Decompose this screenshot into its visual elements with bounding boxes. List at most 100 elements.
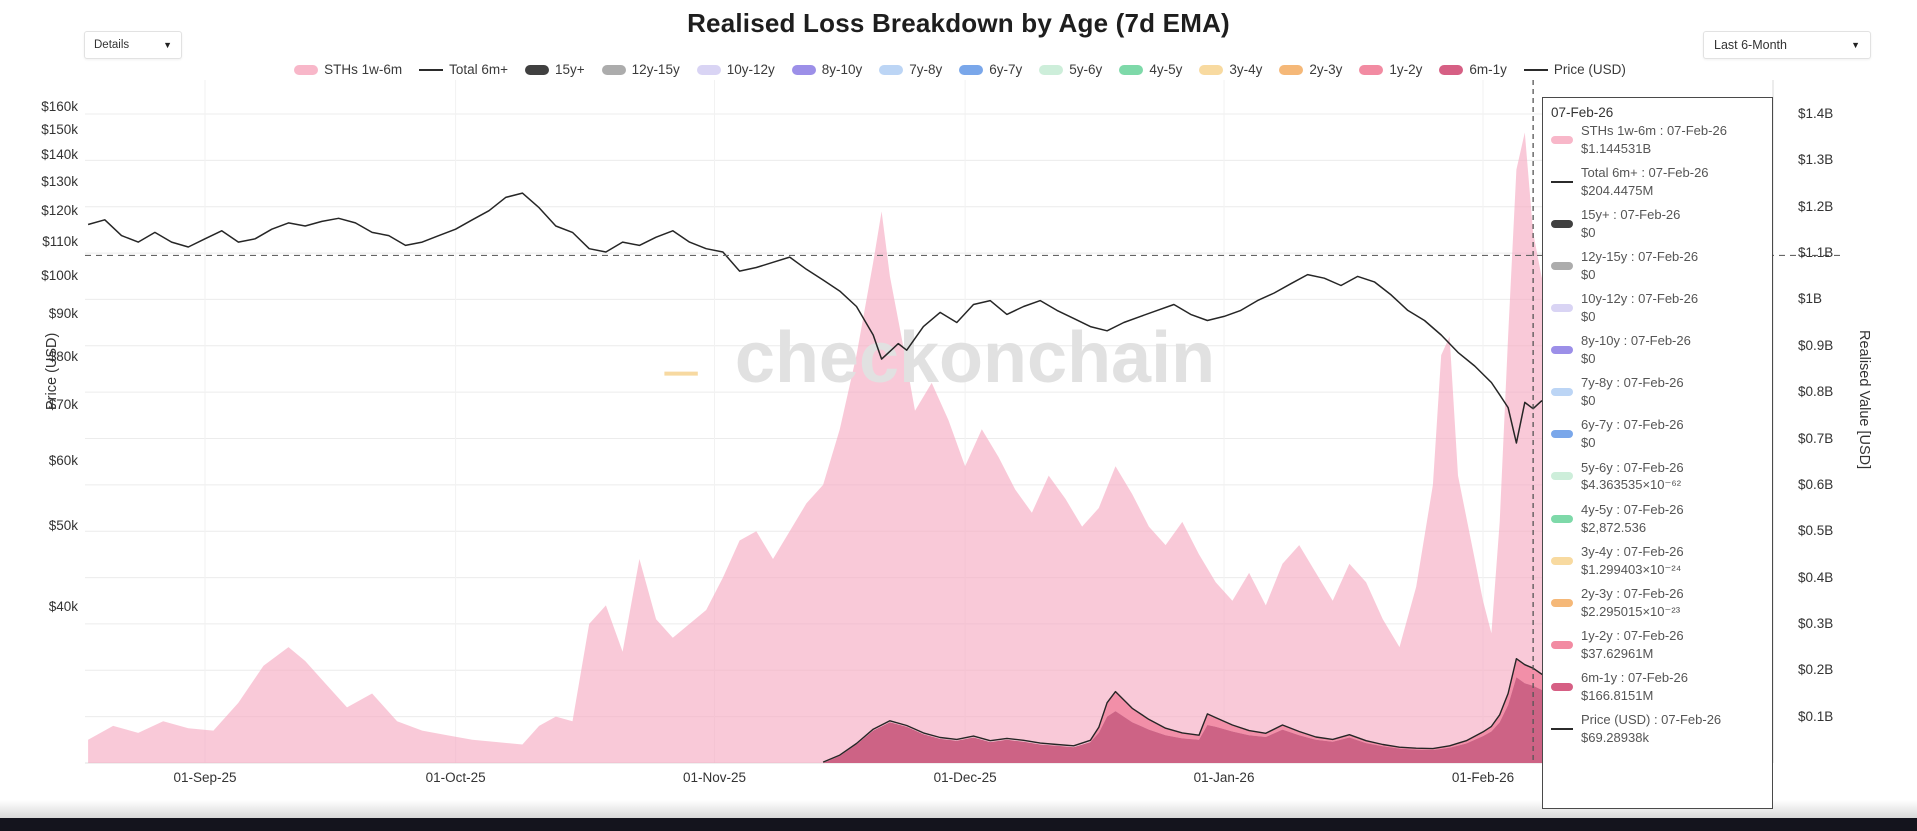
legend-item[interactable]: 5y-6y [1039,62,1102,77]
legend-item[interactable]: 2y-3y [1279,62,1342,77]
tooltip-swatch-icon [1551,346,1573,355]
legend-swatch-icon [1199,64,1224,75]
chevron-down-icon: ▼ [1851,40,1860,50]
tooltip-entry-label: 2y-3y : 07-Feb-26 [1581,585,1684,601]
tooltip-entry-label: 6m-1y : 07-Feb-26 [1581,669,1688,685]
tooltip-swatch-icon [1551,220,1573,229]
legend-item[interactable]: 1y-2y [1359,62,1422,77]
line-total-6m [822,658,1551,763]
line-price-usd [87,192,1551,444]
window-bottom-bar [0,818,1917,831]
tooltip-swatch-icon [1551,472,1573,481]
details-dropdown[interactable]: Details ▼ [84,31,182,59]
tooltip-entry: Total 6m+ : 07-Feb-26 $204.4475M [1551,164,1764,200]
legend-item[interactable]: 10y-12y [696,62,775,77]
tooltip-entry-value: $37.62961M [1581,645,1654,661]
tooltip-entry-value: $0 [1581,393,1596,409]
tooltip-entry-label: 7y-8y : 07-Feb-26 [1581,375,1684,391]
tooltip-entry-value: $0 [1581,309,1596,325]
tooltip-entry: 15y+ : 07-Feb-26 $0 [1551,206,1764,242]
legend-item[interactable]: 6m-1y [1439,62,1507,77]
legend-item-label: 6m-1y [1469,62,1507,77]
legend-swatch-icon [601,64,626,75]
tooltip-entries: STHs 1w-6m : 07-Feb-26 $1.144531B Total … [1551,122,1764,747]
tooltip-entry-value: $0 [1581,267,1596,283]
tooltip-entry: 6y-7y : 07-Feb-26 $0 [1551,416,1764,452]
hover-tooltip: 07-Feb-26 STHs 1w-6m : 07-Feb-26 $1.1445… [1542,97,1773,809]
tooltip-entry: 7y-8y : 07-Feb-26 $0 [1551,374,1764,410]
tooltip-entry-value: $1.144531B [1581,140,1652,156]
legend-item-label: Price (USD) [1553,62,1626,77]
legend-item-label: 3y-4y [1229,62,1263,77]
legend-item[interactable]: Price (USD) [1523,62,1626,77]
tooltip-entry-value: $4.363535×10⁻⁶² [1581,477,1682,493]
legend-item-label: Total 6m+ [449,62,509,77]
legend-item-label: STHs 1w-6m [324,62,403,77]
tooltip-entry-label: 12y-15y : 07-Feb-26 [1581,249,1699,265]
tooltip-entry-label: 4y-5y : 07-Feb-26 [1581,501,1684,517]
legend-item-label: 4y-5y [1149,62,1183,77]
tooltip-entry-value: $0 [1581,435,1596,451]
legend-item[interactable]: 12y-15y [601,62,680,77]
tooltip-entry-label: 1y-2y : 07-Feb-26 [1581,627,1684,643]
tooltip-entry-label: 3y-4y : 07-Feb-26 [1581,543,1684,559]
area-1y-2y [1090,658,1550,750]
checkonchain-watermark: checkonchain [735,318,1215,398]
legend-item[interactable]: 3y-4y [1199,62,1262,77]
legend-item[interactable]: 4y-5y [1119,62,1182,77]
tooltip-entry-label: 8y-10y : 07-Feb-26 [1581,333,1691,349]
period-dropdown[interactable]: Last 6-Month ▼ [1703,31,1871,59]
legend-item[interactable]: STHs 1w-6m [294,62,402,77]
tooltip-swatch-icon [1551,304,1573,313]
legend-item[interactable]: 6y-7y [959,62,1022,77]
legend-item-label: 2y-3y [1309,62,1343,77]
period-dropdown-label: Last 6-Month [1714,38,1787,52]
tooltip-swatch-icon [1551,598,1573,607]
legend-item[interactable]: 7y-8y [879,62,942,77]
legend-swatch-icon [419,68,444,71]
tooltip-entry: 1y-2y : 07-Feb-26 $37.62961M [1551,627,1764,663]
tooltip-entry-label: Price (USD) : 07-Feb-26 [1581,711,1722,727]
page-bottom-shadow [0,800,1917,818]
tooltip-entry-label: 6y-7y : 07-Feb-26 [1581,417,1684,433]
tooltip-entry-label: 15y+ : 07-Feb-26 [1581,207,1681,223]
tooltip-entry: 6m-1y : 07-Feb-26 $166.8151M [1551,669,1764,705]
left-axis-title: Price (USD) [44,332,60,410]
chevron-down-icon: ▼ [163,40,172,50]
legend-item[interactable]: 8y-10y [791,62,863,77]
tooltip-entry-value: $2,872.536 [1581,519,1647,535]
legend-item-label: 8y-10y [821,62,863,77]
tooltip-swatch-icon [1551,388,1573,397]
legend-item[interactable]: 15y+ [525,62,585,77]
tooltip-entry-label: STHs 1w-6m : 07-Feb-26 [1581,123,1727,138]
tooltip-swatch-icon [1551,556,1573,565]
legend-item-label: 6y-7y [989,62,1023,77]
legend-swatch-icon [1523,68,1548,71]
legend-swatch-icon [1359,64,1384,75]
legend-item-label: 12y-15y [631,62,680,77]
tooltip-entry: 4y-5y : 07-Feb-26 $2,872.536 [1551,501,1764,537]
tooltip-entry: Price (USD) : 07-Feb-26 $69.28938k [1551,711,1764,747]
tooltip-entry: 8y-10y : 07-Feb-26 $0 [1551,332,1764,368]
tooltip-entry-label: Total 6m+ : 07-Feb-26 [1581,165,1709,181]
tooltip-entry: 5y-6y : 07-Feb-26 $4.363535×10⁻⁶² [1551,459,1764,495]
chart-legend: STHs 1w-6m Total 6m+ 15y+ 12y-15y 10y-12… [210,62,1710,77]
tooltip-swatch-icon [1551,727,1573,730]
tooltip-swatch-icon [1551,682,1573,691]
details-dropdown-label: Details [94,39,130,51]
legend-swatch-icon [1039,64,1064,75]
legend-swatch-icon [1279,64,1304,75]
tooltip-date: 07-Feb-26 [1551,105,1614,120]
legend-swatch-icon [791,64,816,75]
legend-item[interactable]: Total 6m+ [419,62,508,77]
legend-swatch-icon [1439,64,1464,75]
tooltip-entry: STHs 1w-6m : 07-Feb-26 $1.144531B [1551,122,1764,158]
legend-item-label: 15y+ [555,62,585,77]
tooltip-entry-value: $0 [1581,225,1596,241]
page-title: Realised Loss Breakdown by Age (7d EMA) [687,8,1230,38]
tooltip-entry-value: $166.8151M [1581,687,1654,703]
tooltip-entry-value: $204.4475M [1581,183,1654,198]
tooltip-entry: 12y-15y : 07-Feb-26 $0 [1551,248,1764,284]
